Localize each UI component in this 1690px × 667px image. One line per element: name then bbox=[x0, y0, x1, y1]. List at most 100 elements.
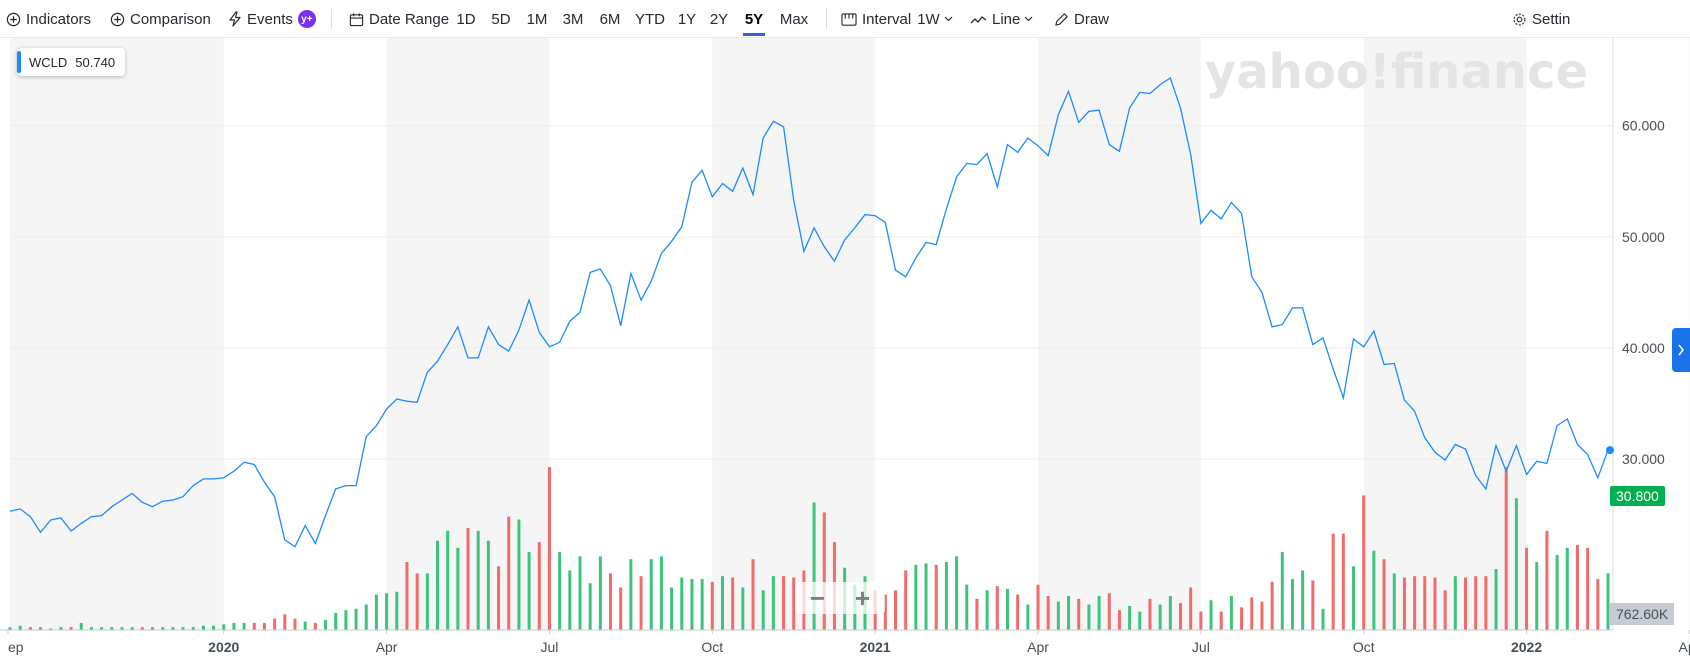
last-price-tag: 30.800 bbox=[1610, 486, 1665, 506]
x-tick-label: Oct bbox=[1353, 639, 1375, 655]
range-3m-button[interactable]: 3M bbox=[562, 10, 584, 28]
range-6m-button[interactable]: 6M bbox=[599, 10, 621, 28]
zoom-out-button[interactable]: − bbox=[809, 582, 826, 613]
comparison-button[interactable]: Comparison bbox=[110, 0, 211, 38]
volume-bar bbox=[364, 604, 368, 630]
indicators-label: Indicators bbox=[26, 10, 92, 28]
x-tick-label: Jul bbox=[1192, 639, 1210, 655]
volume-bar bbox=[89, 627, 93, 630]
volume-bar bbox=[1362, 495, 1366, 630]
shade-band bbox=[712, 38, 876, 630]
calendar-icon bbox=[349, 12, 364, 26]
volume-bar bbox=[720, 576, 724, 630]
side-panel-toggle[interactable] bbox=[1672, 328, 1690, 372]
volume-bar bbox=[232, 622, 236, 630]
volume-bar bbox=[955, 556, 959, 630]
volume-bar bbox=[39, 627, 43, 630]
volume-bar bbox=[659, 556, 663, 630]
date-range-button[interactable]: Date Range bbox=[349, 0, 449, 38]
volume-bar bbox=[1107, 593, 1111, 630]
volume-bar bbox=[751, 559, 755, 630]
volume-bar bbox=[507, 516, 511, 630]
volume-bar bbox=[456, 547, 460, 630]
volume-bar bbox=[975, 598, 979, 630]
volume-bar bbox=[527, 552, 531, 630]
volume-bar bbox=[1056, 601, 1060, 630]
range-5d-button[interactable]: 5D bbox=[491, 10, 511, 28]
volume-bar bbox=[1148, 598, 1152, 630]
x-tick-label: Apr bbox=[376, 639, 398, 655]
volume-bar bbox=[1484, 576, 1488, 630]
volume-bar bbox=[914, 564, 918, 630]
volume-bar bbox=[222, 624, 226, 630]
shade-band bbox=[10, 38, 224, 630]
volume-bar bbox=[476, 530, 480, 630]
volume-bar bbox=[415, 573, 419, 630]
volume-bar bbox=[1005, 588, 1009, 630]
y-tick-label: 40.000 bbox=[1622, 340, 1665, 356]
volume-bar bbox=[140, 627, 144, 630]
events-button[interactable]: Events y+ bbox=[228, 0, 316, 38]
volume-bar bbox=[761, 590, 765, 630]
zoom-controls: − + bbox=[795, 582, 885, 614]
volume-bar bbox=[1087, 604, 1091, 630]
volume-bar bbox=[395, 591, 399, 630]
volume-bar bbox=[1219, 611, 1223, 630]
volume-bar bbox=[588, 583, 592, 630]
x-tick-label: Apr bbox=[1027, 639, 1049, 655]
y-tick-label: 50.000 bbox=[1622, 229, 1665, 245]
volume-bar bbox=[405, 562, 409, 630]
chart-type-button[interactable]: Line bbox=[970, 0, 1038, 38]
volume-bar bbox=[1280, 552, 1284, 630]
plus-circle-icon bbox=[6, 12, 21, 26]
volume-bar bbox=[1189, 587, 1193, 630]
volume-bar bbox=[1555, 554, 1559, 630]
volume-bar bbox=[1565, 547, 1569, 630]
legend-value: 50.740 bbox=[75, 54, 116, 70]
draw-label: Draw bbox=[1074, 10, 1110, 28]
zoom-in-button[interactable]: + bbox=[854, 582, 871, 613]
volume-bar bbox=[1352, 566, 1356, 630]
range-2y-button[interactable]: 2Y bbox=[709, 10, 729, 28]
yahoo-finance-watermark: yahoo!finance bbox=[1205, 44, 1588, 100]
settings-label: Settin bbox=[1532, 10, 1571, 28]
x-tick-label: 2021 bbox=[860, 639, 891, 655]
price-chart[interactable]: yahoo!finance 60.000 50.000 40.000 30.000 e… bbox=[0, 38, 1690, 667]
settings-button[interactable]: Settin bbox=[1512, 0, 1570, 38]
volume-bar bbox=[262, 622, 266, 630]
volume-bar bbox=[59, 627, 63, 630]
range-max-button[interactable]: Max bbox=[779, 10, 809, 28]
volume-bar bbox=[883, 594, 887, 630]
volume-bar bbox=[110, 627, 114, 630]
volume-bar bbox=[1392, 573, 1396, 630]
volume-bar bbox=[629, 559, 633, 630]
interval-button[interactable]: Interval 1W bbox=[841, 0, 958, 38]
interval-label: Interval bbox=[862, 10, 912, 28]
volume-bar bbox=[1209, 600, 1213, 630]
volume-bar bbox=[1586, 547, 1590, 630]
indicators-button[interactable]: Indicators bbox=[6, 0, 91, 38]
range-1d-button[interactable]: 1D bbox=[456, 10, 476, 28]
volume-bar bbox=[150, 627, 154, 630]
draw-button[interactable]: Draw bbox=[1054, 0, 1109, 38]
volume-bar bbox=[79, 622, 83, 630]
volume-bar bbox=[324, 620, 328, 630]
volume-bar bbox=[741, 587, 745, 630]
range-5y-button[interactable]: 5Y bbox=[743, 0, 765, 38]
range-1m-button[interactable]: 1M bbox=[526, 10, 548, 28]
lightning-icon bbox=[229, 11, 241, 27]
volume-bar bbox=[1433, 577, 1437, 630]
volume-bar bbox=[1504, 467, 1508, 630]
x-tick-label: 2020 bbox=[208, 639, 239, 655]
volume-bar bbox=[1260, 601, 1264, 630]
range-1y-button[interactable]: 1Y bbox=[677, 10, 697, 28]
legend-wcld[interactable]: WCLD 50.740 bbox=[17, 48, 126, 76]
range-ytd-button[interactable]: YTD bbox=[635, 10, 665, 28]
volume-bar bbox=[252, 622, 256, 630]
volume-bar bbox=[446, 530, 450, 630]
volume-bar bbox=[1525, 547, 1529, 630]
x-axis-ticks: ep2020AprJulOct2021AprJulOct2022AprJul bbox=[7, 630, 1690, 655]
volume-bar bbox=[486, 540, 490, 630]
volume-bar bbox=[1168, 596, 1172, 630]
ruler-icon bbox=[841, 12, 857, 26]
